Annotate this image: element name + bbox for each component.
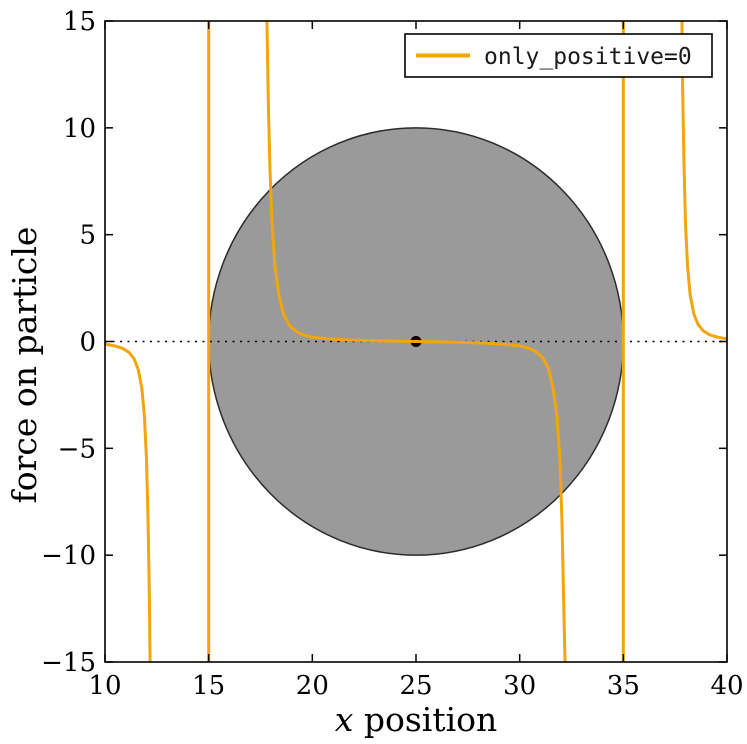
x-tick-label: 35 [607,671,640,701]
x-tick-label: 10 [88,671,121,701]
axis-ticks [104,20,728,663]
tick-labels: 10 15 20 25 30 35 40 −15 −10 −5 0 5 10 15 [41,7,743,701]
x-tick-label: 40 [710,671,743,701]
y-tick-label: −15 [41,648,96,678]
y-tick-label: 0 [79,328,96,358]
curve-segment [680,21,727,341]
x-tick-label: 25 [399,671,432,701]
curve-segment [265,21,567,662]
legend: only_positive=0 [404,33,713,78]
y-tick-label: 10 [63,114,96,144]
y-tick-label: 15 [63,7,96,37]
x-tick-label: 20 [296,671,329,701]
curve-segment [105,342,152,662]
y-tick-label: −5 [58,434,96,464]
y-tick-label: −10 [41,541,96,571]
x-tick-label: 30 [503,671,536,701]
y-tick-label: 5 [79,221,96,251]
legend-label: only_positive=0 [484,44,692,70]
x-tick-label: 15 [192,671,225,701]
x-axis-label: x position [335,700,498,739]
y-axis-label: force on particle [5,227,44,504]
force-curve [105,21,727,662]
